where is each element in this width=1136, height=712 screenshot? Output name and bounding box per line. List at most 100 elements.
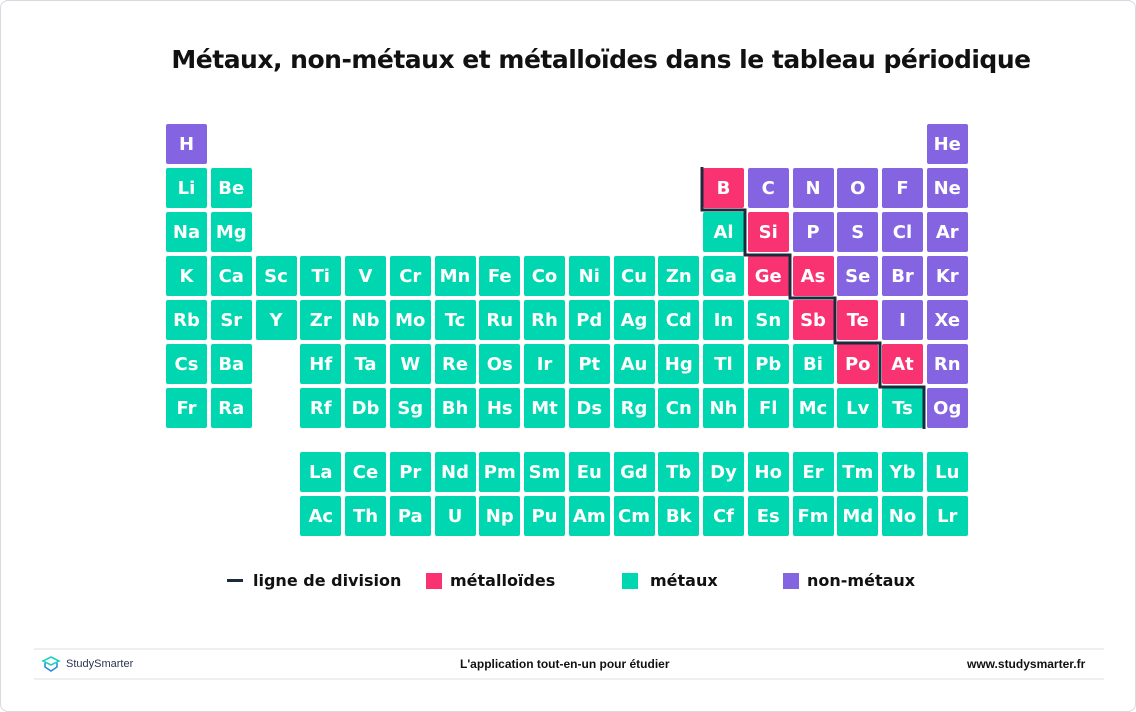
element-ac: Ac: [300, 496, 342, 536]
element-rn: Rn: [926, 344, 968, 384]
element-hg: Hg: [658, 344, 700, 384]
element-er: Er: [792, 452, 834, 492]
element-hs: Hs: [479, 388, 521, 428]
footer-tagline: L'application tout-en-un pour étudier: [460, 657, 670, 671]
element-sb: Sb: [792, 300, 834, 340]
element-pm: Pm: [479, 452, 521, 492]
element-mn: Mn: [434, 256, 476, 296]
element-ra: Ra: [210, 388, 252, 428]
element-as: As: [792, 256, 834, 296]
element-si: Si: [747, 212, 789, 252]
element-ru: Ru: [479, 300, 521, 340]
footer-brand: StudySmarter: [41, 656, 133, 672]
division-swatch: [227, 579, 243, 582]
legend-metal: métaux: [622, 571, 718, 590]
legend-metalloid: métalloïdes: [426, 571, 555, 590]
element-tl: Tl: [703, 344, 744, 384]
element-xe: Xe: [926, 300, 968, 340]
element-i: I: [882, 300, 923, 340]
element-nd: Nd: [434, 452, 476, 492]
element-re: Re: [434, 344, 476, 384]
element-al: Al: [703, 212, 744, 252]
element-in: In: [703, 300, 744, 340]
brand-name: StudySmarter: [66, 658, 134, 670]
element-cr: Cr: [389, 256, 431, 296]
element-lu: Lu: [926, 452, 968, 492]
element-s: S: [837, 212, 879, 252]
element-os: Os: [479, 344, 521, 384]
element-eu: Eu: [568, 452, 610, 492]
element-ce: Ce: [345, 452, 386, 492]
element-lv: Lv: [837, 388, 879, 428]
element-pd: Pd: [568, 300, 610, 340]
element-ho: Ho: [747, 452, 789, 492]
element-sm: Sm: [524, 452, 565, 492]
element-fm: Fm: [792, 496, 834, 536]
element-pa: Pa: [389, 496, 431, 536]
element-rb: Rb: [166, 300, 207, 340]
element-la: La: [300, 452, 342, 492]
element-cf: Cf: [703, 496, 744, 536]
element-br: Br: [882, 256, 923, 296]
element-cm: Cm: [613, 496, 655, 536]
studysmarter-logo-icon: [41, 656, 61, 672]
legend-division: ligne de division: [227, 571, 401, 590]
element-ts: Ts: [882, 388, 923, 428]
element-v: V: [345, 256, 386, 296]
element-p: P: [792, 212, 834, 252]
element-pu: Pu: [524, 496, 565, 536]
element-at: At: [882, 344, 923, 384]
element-tb: Tb: [658, 452, 700, 492]
element-ga: Ga: [703, 256, 744, 296]
element-ti: Ti: [300, 256, 342, 296]
element-n: N: [792, 168, 834, 208]
element-nb: Nb: [345, 300, 386, 340]
footer-divider: [34, 678, 1104, 680]
element-ir: Ir: [524, 344, 565, 384]
element-ag: Ag: [613, 300, 655, 340]
element-gd: Gd: [613, 452, 655, 492]
element-tc: Tc: [434, 300, 476, 340]
nonmetal-swatch: [783, 572, 799, 589]
element-bh: Bh: [434, 388, 476, 428]
element-pb: Pb: [747, 344, 789, 384]
legend-label: métaux: [650, 571, 718, 590]
element-ta: Ta: [345, 344, 386, 384]
element-y: Y: [255, 300, 297, 340]
footer-divider: [34, 648, 1104, 650]
element-sn: Sn: [747, 300, 789, 340]
element-k: K: [166, 256, 207, 296]
element-no: No: [882, 496, 923, 536]
element-u: U: [434, 496, 476, 536]
element-w: W: [389, 344, 431, 384]
element-cl: Cl: [882, 212, 923, 252]
element-db: Db: [345, 388, 386, 428]
legend-label: non-métaux: [807, 571, 916, 590]
element-sc: Sc: [255, 256, 297, 296]
element-md: Md: [837, 496, 879, 536]
element-cn: Cn: [658, 388, 700, 428]
element-sr: Sr: [210, 300, 252, 340]
element-li: Li: [166, 168, 207, 208]
element-zn: Zn: [658, 256, 700, 296]
metalloid-swatch: [426, 572, 442, 589]
element-ni: Ni: [568, 256, 610, 296]
element-he: He: [926, 124, 968, 164]
legend-nonmetal: non-métaux: [783, 571, 915, 590]
element-be: Be: [210, 168, 252, 208]
element-na: Na: [166, 212, 207, 252]
element-ca: Ca: [210, 256, 252, 296]
element-mt: Mt: [524, 388, 565, 428]
element-h: H: [166, 124, 207, 164]
element-po: Po: [837, 344, 879, 384]
element-cu: Cu: [613, 256, 655, 296]
element-mc: Mc: [792, 388, 834, 428]
element-cd: Cd: [658, 300, 700, 340]
metal-swatch: [622, 572, 638, 589]
element-te: Te: [837, 300, 879, 340]
footer-url[interactable]: www.studysmarter.fr: [967, 657, 1086, 671]
element-tm: Tm: [837, 452, 879, 492]
element-hf: Hf: [300, 344, 342, 384]
element-ds: Ds: [568, 388, 610, 428]
